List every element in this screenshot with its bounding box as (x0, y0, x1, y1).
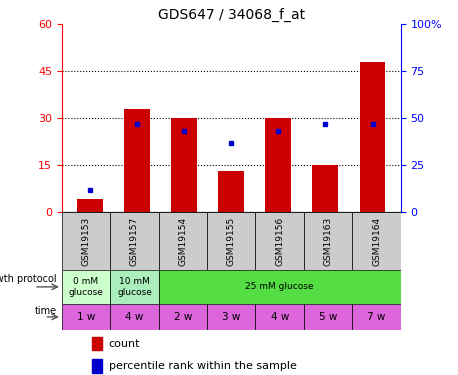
Text: 0 mM
glucose: 0 mM glucose (69, 277, 104, 297)
Text: GSM19163: GSM19163 (324, 216, 333, 266)
Text: 4 w: 4 w (271, 312, 289, 322)
Bar (218, 171, 244, 212)
Bar (77, 200, 103, 212)
Text: percentile rank within the sample: percentile rank within the sample (109, 361, 296, 371)
Text: time: time (35, 306, 57, 316)
Bar (312, 165, 338, 212)
Text: GSM19153: GSM19153 (82, 216, 91, 266)
Bar (304, 304, 352, 330)
Bar (92, 337, 102, 351)
Text: GSM19154: GSM19154 (178, 216, 187, 266)
Text: 3 w: 3 w (222, 312, 240, 322)
Bar (352, 212, 401, 270)
Bar (158, 270, 401, 304)
Bar (304, 212, 352, 270)
Text: growth protocol: growth protocol (0, 274, 57, 285)
Text: 25 mM glucose: 25 mM glucose (245, 282, 314, 291)
Bar (62, 270, 110, 304)
Text: 2 w: 2 w (174, 312, 192, 322)
Bar (110, 270, 158, 304)
Bar (62, 212, 110, 270)
Bar (158, 212, 207, 270)
Text: 4 w: 4 w (125, 312, 144, 322)
Bar (360, 62, 386, 212)
Text: 10 mM
glucose: 10 mM glucose (117, 277, 152, 297)
Bar (124, 109, 150, 212)
Bar (207, 304, 256, 330)
Bar (171, 118, 197, 212)
Bar (62, 304, 110, 330)
Bar (256, 304, 304, 330)
Text: GSM19155: GSM19155 (227, 216, 236, 266)
Text: GSM19156: GSM19156 (275, 216, 284, 266)
Text: 1 w: 1 w (77, 312, 95, 322)
Text: count: count (109, 339, 140, 349)
Text: GSM19157: GSM19157 (130, 216, 139, 266)
Bar (352, 304, 401, 330)
Bar (256, 212, 304, 270)
Bar (207, 212, 256, 270)
Bar (110, 212, 158, 270)
Text: 5 w: 5 w (319, 312, 337, 322)
Bar (110, 304, 158, 330)
Text: GSM19164: GSM19164 (372, 216, 381, 266)
Title: GDS647 / 34068_f_at: GDS647 / 34068_f_at (158, 8, 305, 22)
Bar (266, 118, 291, 212)
Bar (158, 304, 207, 330)
Text: 7 w: 7 w (367, 312, 386, 322)
Bar (92, 359, 102, 373)
